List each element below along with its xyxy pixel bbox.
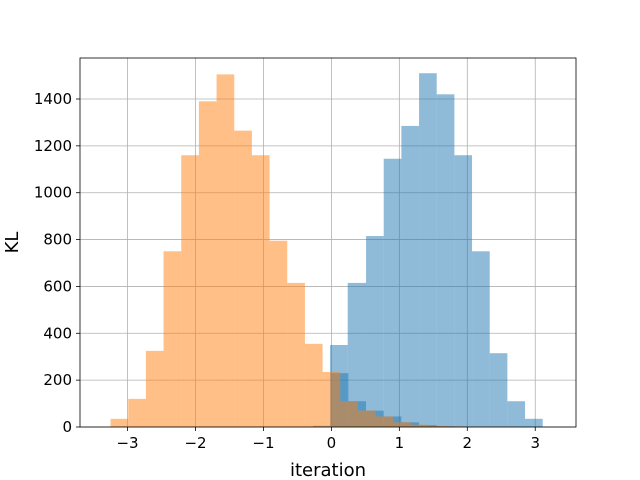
x-tick-label: −1: [252, 434, 274, 452]
y-tick-label: 1000: [34, 184, 72, 202]
x-tick-label: 0: [327, 434, 337, 452]
y-axis-ticks: 0 200 400 600 800 1000 1200 1400: [34, 90, 80, 436]
histogram-bar: [216, 74, 235, 428]
y-tick-label: 400: [43, 324, 72, 342]
x-axis-ticks: −3 −2 −1 0 1 2 3: [116, 427, 540, 452]
histogram-bar: [428, 425, 447, 427]
histogram-bar: [393, 422, 411, 427]
x-tick-label: 3: [530, 434, 540, 452]
y-tick-label: 1400: [34, 90, 72, 108]
histogram-bar: [181, 155, 199, 427]
x-tick-label: −3: [116, 434, 138, 452]
histogram-bar: [472, 251, 490, 427]
histogram-bar: [322, 371, 341, 427]
x-axis-label: iteration: [290, 460, 366, 480]
histogram-bar: [163, 251, 182, 427]
histogram-bar: [454, 155, 473, 427]
histogram-bar: [366, 236, 384, 427]
y-tick-label: 200: [43, 371, 72, 389]
histogram-bar: [410, 424, 429, 427]
y-tick-label: 0: [62, 418, 72, 436]
histogram-bar: [489, 353, 508, 427]
histogram-bar: [347, 282, 367, 427]
histogram-bar: [375, 416, 394, 427]
histogram-bar: [419, 73, 437, 427]
histogram-bar: [525, 418, 543, 427]
histogram-bar: [436, 94, 455, 428]
histogram-bar: [251, 155, 270, 427]
histogram-bar: [234, 130, 252, 427]
x-tick-label: 1: [395, 434, 405, 452]
y-tick-label: 800: [43, 231, 72, 249]
histogram-bar: [128, 398, 146, 427]
y-tick-label: 600: [43, 277, 72, 295]
x-tick-label: 2: [463, 434, 473, 452]
histogram-bar: [198, 101, 217, 427]
histogram-bars: [110, 73, 543, 428]
histogram-bar: [269, 240, 288, 427]
histogram-bar: [383, 158, 402, 427]
histogram-bar: [507, 401, 526, 427]
histogram-bar: [287, 282, 305, 427]
histogram-bar: [110, 418, 129, 427]
histogram-bar: [340, 401, 358, 427]
histogram-bar: [145, 350, 164, 427]
histogram-bar: [401, 125, 420, 427]
histogram-bar: [304, 343, 323, 427]
histogram-bar: [357, 410, 376, 427]
y-tick-label: 1200: [34, 137, 72, 155]
x-tick-label: −2: [184, 434, 206, 452]
plot-frame: [79, 57, 577, 428]
y-axis-label: KL: [2, 232, 23, 254]
